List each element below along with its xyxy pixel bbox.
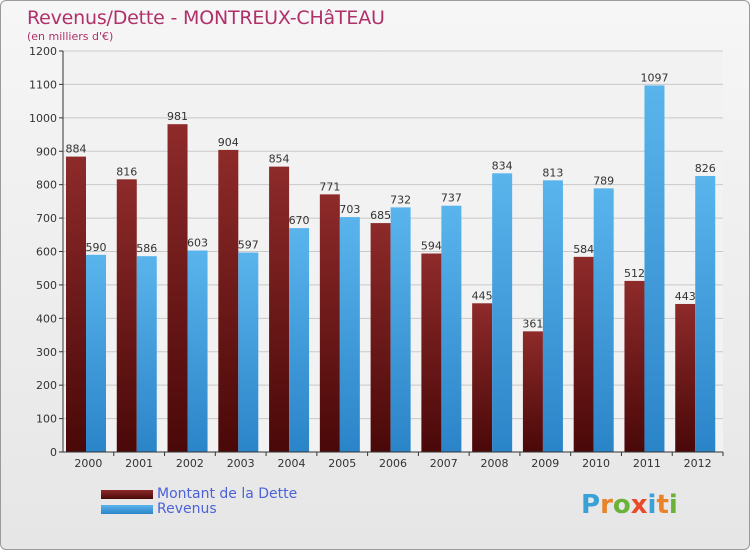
bar-revenus [339,217,360,452]
x-tick-label: 2002 [176,457,204,470]
bar-chart: 884 590 816 586 981 603 904 597 854 670 771 703 685 7… [29,45,724,470]
bar-debt [269,166,290,452]
y-tick-label: 500 [36,279,57,292]
x-tick-label: 2003 [227,457,255,470]
y-tick-label: 700 [36,212,57,225]
legend-swatch-revenus [101,505,153,514]
data-label: 904 [218,136,239,149]
bar-revenus [695,175,716,452]
x-tick-label: 2000 [74,457,102,470]
y-tick-label: 400 [36,312,57,325]
bar-debt [472,303,493,452]
data-label: 586 [136,242,157,255]
data-label: 854 [269,153,290,166]
y-tick-label: 900 [36,145,57,158]
x-tick-label: 2012 [684,457,712,470]
y-tick-label: 0 [50,446,57,459]
data-label: 584 [573,243,594,256]
bar-debt [624,280,645,452]
data-label: 685 [370,209,391,222]
bar-revenus [492,173,513,452]
x-tick-label: 2007 [430,457,458,470]
data-label: 603 [187,236,208,249]
bar-revenus [390,207,411,452]
y-tick-label: 100 [36,413,57,426]
y-tick-label: 600 [36,246,57,259]
chart-subtitle: (en milliers d'€) [27,30,114,43]
x-tick-label: 2001 [125,457,153,470]
bar-revenus [86,254,106,452]
bar-revenus [542,180,563,452]
bar-debt [573,256,594,452]
logo-letter: r [600,490,613,520]
bar-debt [167,124,188,453]
data-label: 732 [390,193,411,206]
bar-revenus [441,205,462,452]
x-tick-label: 2009 [531,457,559,470]
bar-debt [675,303,696,452]
y-tick-label: 200 [36,379,57,392]
proxiti-logo: Proxiti [581,490,678,520]
data-label: 594 [421,240,442,253]
bar-revenus [187,250,208,452]
bar-revenus [289,228,310,452]
bar-debt [370,223,391,452]
data-label: 834 [492,159,513,172]
x-tick-label: 2004 [277,457,305,470]
bar-debt [522,331,543,452]
x-tick-label: 2011 [633,457,661,470]
bar-debt [116,179,137,452]
data-label: 981 [167,110,188,123]
bar-debt [218,149,239,452]
y-tick-label: 1200 [29,45,57,58]
logo-letter: o [612,490,631,520]
y-tick-label: 300 [36,346,57,359]
data-label: 670 [289,214,310,227]
data-label: 361 [522,317,543,330]
logo-letter: x [630,490,648,520]
x-tick-label: 2006 [379,457,407,470]
data-label: 826 [695,162,716,175]
data-label: 789 [593,174,614,187]
data-label: 771 [319,180,340,193]
data-label: 1097 [640,71,668,84]
legend-label-revenus: Revenus [157,501,217,517]
data-label: 884 [66,143,87,156]
x-tick-label: 2005 [328,457,356,470]
data-label: 703 [339,203,360,216]
bar-revenus [238,252,259,452]
logo-letter: i [647,490,657,520]
data-label: 816 [116,165,137,178]
data-label: 597 [238,239,259,252]
y-tick-label: 1000 [29,112,57,125]
data-label: 512 [624,267,645,280]
logo-letter: P [581,490,601,520]
x-tick-label: 2010 [582,457,610,470]
data-label: 737 [441,192,462,205]
bar-revenus [136,256,157,452]
bar-revenus [644,85,665,453]
y-tick-label: 800 [36,179,57,192]
bar-revenus [593,188,614,452]
data-label: 813 [542,166,563,179]
legend-label-debt: Montant de la Dette [157,486,298,502]
data-label: 445 [472,289,493,302]
legend-swatch-debt [101,490,153,499]
bar-debt [66,156,86,452]
data-label: 443 [675,290,696,303]
bar-debt [421,253,442,452]
logo-letter: t [656,490,669,520]
y-tick-label: 1100 [29,78,57,91]
x-tick-label: 2008 [481,457,509,470]
chart-title: Revenus/Dette - MONTREUX-CHâTEAU [27,7,385,29]
bar-debt [319,194,340,453]
logo-letter: i [668,490,678,520]
data-label: 590 [86,241,107,254]
